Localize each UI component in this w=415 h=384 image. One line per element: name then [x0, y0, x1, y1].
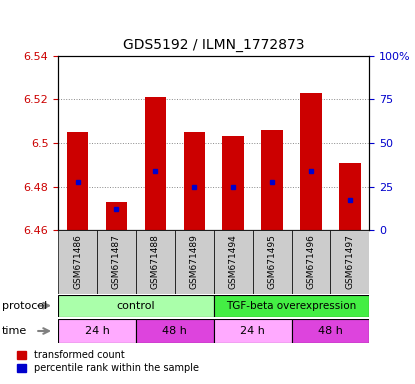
Bar: [292, 319, 369, 343]
Text: GSM671486: GSM671486: [73, 234, 82, 289]
Bar: [58, 230, 97, 294]
Bar: [291, 230, 330, 294]
Bar: [339, 163, 361, 230]
Legend: transformed count, percentile rank within the sample: transformed count, percentile rank withi…: [13, 346, 203, 377]
Text: GSM671497: GSM671497: [345, 234, 354, 289]
Bar: [214, 319, 292, 343]
Bar: [106, 202, 127, 230]
Text: 24 h: 24 h: [240, 326, 265, 336]
Text: time: time: [2, 326, 27, 336]
Text: GSM671496: GSM671496: [307, 234, 315, 289]
Text: GSM671495: GSM671495: [268, 234, 276, 289]
Bar: [175, 230, 214, 294]
Bar: [58, 319, 136, 343]
Bar: [330, 230, 369, 294]
Title: GDS5192 / ILMN_1772873: GDS5192 / ILMN_1772873: [123, 38, 305, 52]
Bar: [145, 97, 166, 230]
Text: 48 h: 48 h: [162, 326, 187, 336]
Text: protocol: protocol: [2, 301, 47, 311]
Bar: [261, 130, 283, 230]
Text: GSM671487: GSM671487: [112, 234, 121, 289]
Bar: [300, 93, 322, 230]
Bar: [97, 230, 136, 294]
Bar: [67, 132, 88, 230]
Text: TGF-beta overexpression: TGF-beta overexpression: [227, 301, 356, 311]
Text: 48 h: 48 h: [318, 326, 343, 336]
Text: GSM671489: GSM671489: [190, 234, 199, 289]
Bar: [136, 319, 214, 343]
Bar: [136, 230, 175, 294]
Text: GSM671494: GSM671494: [229, 234, 238, 289]
Text: GSM671488: GSM671488: [151, 234, 160, 289]
Bar: [58, 295, 214, 317]
Bar: [183, 132, 205, 230]
Bar: [214, 295, 369, 317]
Text: control: control: [117, 301, 155, 311]
Bar: [222, 136, 244, 230]
Bar: [253, 230, 292, 294]
Bar: [214, 230, 253, 294]
Text: 24 h: 24 h: [85, 326, 110, 336]
